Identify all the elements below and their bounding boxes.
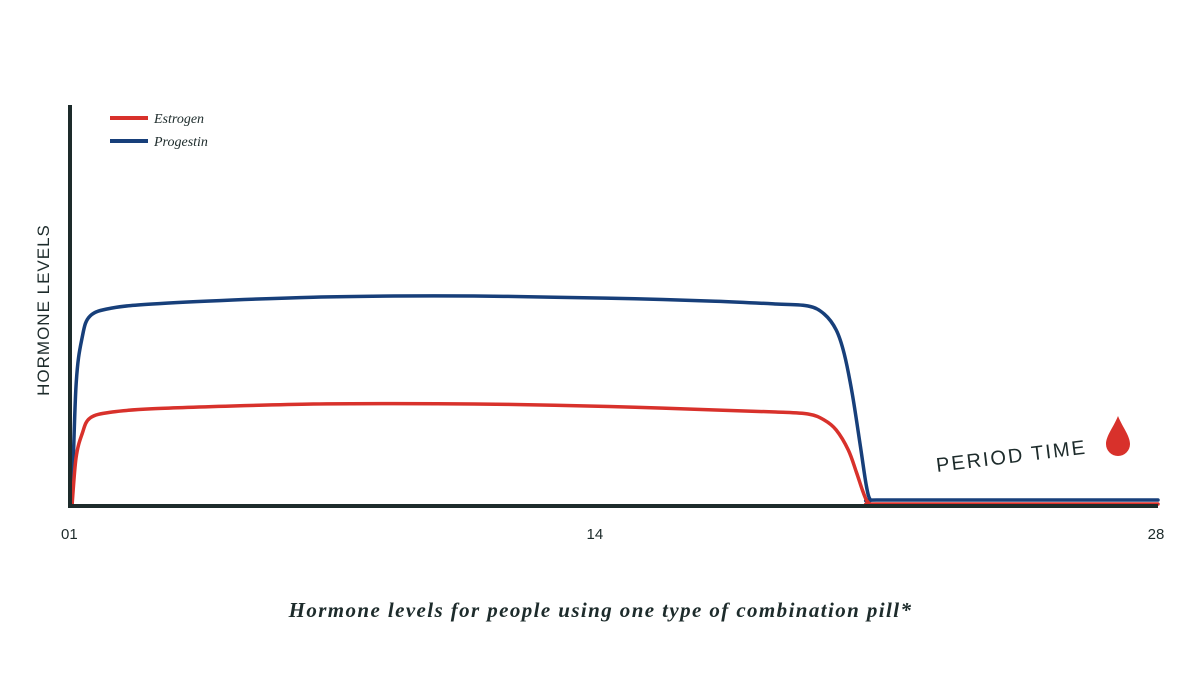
x-tick-label: 14: [587, 526, 604, 543]
legend-label-estrogen: Estrogen: [153, 112, 204, 127]
blood-drop-icon: [1106, 416, 1130, 456]
x-tick-label: 01: [61, 526, 78, 543]
series-layer: [70, 294, 1160, 508]
period-annotation: PERIOD TIME: [935, 437, 1088, 477]
legend-label-progestin: Progestin: [153, 135, 208, 150]
series-line-progestin: [70, 294, 1160, 508]
period-time-label: PERIOD TIME: [935, 437, 1088, 477]
y-axis-label: HORMONE LEVELS: [34, 224, 53, 396]
x-tick-labels: 01 14 28: [61, 526, 1164, 543]
chart-caption: Hormone levels for people using one type…: [288, 598, 913, 622]
x-tick-label: 28: [1148, 526, 1165, 543]
series-line-estrogen: [70, 401, 1160, 508]
legend: Estrogen Progestin: [110, 112, 208, 150]
